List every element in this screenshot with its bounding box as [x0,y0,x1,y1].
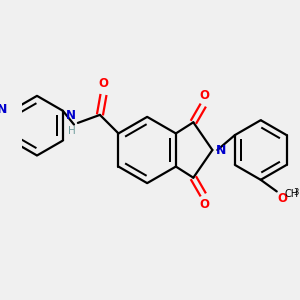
Text: O: O [200,89,210,102]
Text: O: O [278,192,288,205]
Text: H: H [68,126,76,136]
Text: N: N [66,109,76,122]
Text: 3: 3 [293,188,299,197]
Text: CH: CH [284,189,298,199]
Text: O: O [200,198,210,211]
Text: N: N [216,143,226,157]
Text: O: O [98,76,109,89]
Text: N: N [0,103,7,116]
